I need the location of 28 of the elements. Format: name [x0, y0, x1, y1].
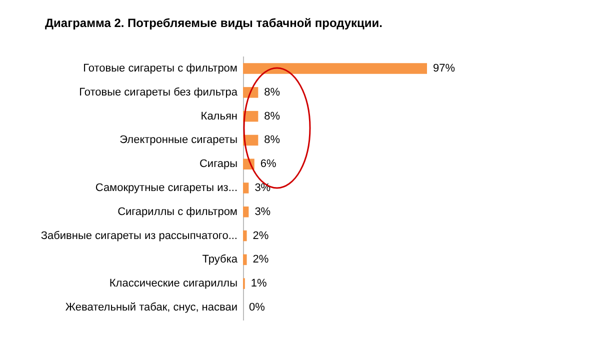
bar: [243, 230, 247, 242]
data-label: 8%: [264, 110, 280, 122]
y-tick-label: Жевательный табак, снус, насваи: [65, 301, 238, 314]
y-tick-label: Сигары: [199, 158, 238, 170]
y-tick-label: Готовые сигареты без фильтра: [79, 86, 238, 98]
y-tick-label: Готовые сигареты с фильтром: [83, 62, 238, 75]
bar: [243, 182, 249, 194]
y-tick-label: Кальян: [200, 110, 238, 122]
y-tick-label: Сигариллы с фильтром: [118, 206, 238, 218]
data-label: 6%: [260, 158, 276, 170]
data-label: 2%: [252, 254, 269, 266]
data-label: 2%: [252, 230, 269, 242]
data-label: 3%: [254, 182, 271, 194]
bar: [243, 63, 427, 74]
y-tick-label: Электронные сигареты: [120, 134, 238, 146]
y-tick-label: Забивные сигареты из рассыпчатого...: [40, 230, 238, 242]
chart-title: Диаграмма 2. Потребляемые виды табачной продукции.: [45, 16, 383, 30]
y-tick-label: Классические сигариллы: [109, 278, 238, 290]
data-label: 3%: [254, 206, 271, 218]
data-label: 0%: [249, 301, 266, 314]
bar: [243, 254, 247, 266]
data-label: 97%: [433, 62, 456, 75]
bar: [243, 206, 249, 218]
y-tick-label: Самокрутные сигареты из...: [95, 182, 238, 194]
data-label: 8%: [264, 86, 280, 98]
data-label: 8%: [264, 134, 280, 146]
data-label: 1%: [250, 278, 268, 290]
y-tick-label: Трубка: [202, 254, 238, 266]
